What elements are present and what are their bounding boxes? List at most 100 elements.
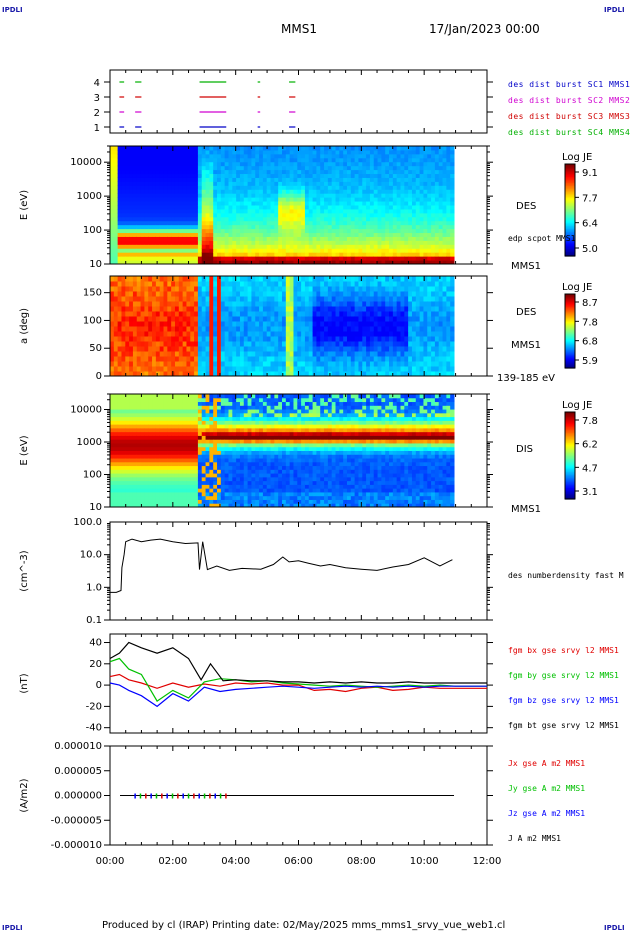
- heatmap-cell: [316, 224, 321, 230]
- heatmap-cell: [251, 157, 256, 163]
- heatmap-cell: [346, 252, 352, 257]
- heatmap-cell: [312, 177, 317, 182]
- heatmap-cell: [366, 331, 371, 337]
- heatmap-cell: [396, 216, 401, 222]
- heatmap-cell: [308, 244, 314, 249]
- heatmap-cell: [251, 208, 256, 214]
- heatmap-cell: [335, 331, 340, 337]
- burst-frame: [109, 69, 488, 134]
- heatmap-cell: [327, 153, 333, 159]
- heatmap-cell: [362, 256, 367, 261]
- heatmap-cell: [259, 205, 264, 210]
- heatmap-cell: [247, 356, 252, 362]
- heatmap-cell: [136, 252, 142, 257]
- heatmap-cell: [217, 181, 222, 186]
- colorbar-cell: [565, 185, 575, 188]
- heatmap-cell: [178, 346, 184, 352]
- heatmap-cell: [113, 480, 119, 485]
- heatmap-cell: [427, 240, 432, 245]
- heatmap-cell: [301, 276, 306, 282]
- heatmap-cell: [228, 205, 233, 210]
- heatmap-cell: [285, 165, 291, 171]
- heatmap-cell: [362, 311, 367, 317]
- heatmap-cell: [335, 193, 340, 198]
- heatmap-cell: [350, 281, 356, 287]
- heatmap-cell: [450, 371, 455, 377]
- heatmap-cell: [197, 291, 203, 297]
- heatmap-cell: [339, 224, 344, 230]
- heatmap-cell: [144, 252, 149, 257]
- heatmap-cell: [205, 208, 210, 214]
- heatmap-cell: [327, 291, 333, 297]
- heatmap-cell: [400, 296, 405, 302]
- heatmap-cell: [186, 311, 191, 317]
- heatmap-cell: [278, 244, 283, 249]
- heatmap-cell: [427, 346, 432, 352]
- heatmap-cell: [335, 326, 340, 332]
- heatmap-cell: [304, 311, 310, 317]
- heatmap-cell: [324, 256, 329, 261]
- heatmap-cell: [381, 248, 386, 253]
- heatmap-cell: [144, 236, 149, 241]
- heatmap-cell: [213, 286, 218, 292]
- heatmap-cell: [346, 361, 352, 367]
- heatmap-cell: [213, 244, 218, 249]
- heatmap-cell: [438, 146, 444, 151]
- heatmap-cell: [385, 336, 390, 342]
- heatmap-cell: [282, 236, 287, 241]
- heatmap-cell: [442, 208, 447, 214]
- heatmap-cell: [285, 149, 291, 155]
- heatmap-cell: [450, 356, 455, 362]
- heatmap-cell: [247, 232, 252, 237]
- heatmap-cell: [450, 177, 455, 182]
- heatmap-cell: [236, 149, 241, 155]
- heatmap-cell: [174, 248, 180, 253]
- heatmap-cell: [129, 248, 134, 253]
- heatmap-cell: [434, 281, 440, 287]
- heatmap-cell: [304, 321, 310, 327]
- heatmap-cell: [381, 366, 386, 372]
- heatmap-cell: [247, 149, 252, 155]
- heatmap-cell: [331, 240, 337, 245]
- colorbar-cell: [565, 213, 575, 216]
- colorbar-cell: [565, 229, 575, 233]
- heatmap-cell: [350, 189, 356, 194]
- heatmap-cell: [297, 173, 302, 178]
- heatmap-cell: [201, 240, 207, 245]
- heatmap-cell: [442, 291, 447, 297]
- heatmap-cell: [144, 197, 149, 202]
- heatmap-cell: [396, 157, 401, 163]
- heatmap-cell: [255, 220, 260, 226]
- heatmap-cell: [190, 181, 195, 186]
- heatmap-cell: [113, 321, 119, 327]
- heatmap-cell: [224, 276, 229, 282]
- heatmap-cell: [220, 346, 226, 352]
- heatmap-cell: [343, 351, 348, 357]
- heatmap-cell: [427, 244, 432, 249]
- heatmap-cell: [224, 316, 229, 322]
- heatmap-cell: [373, 326, 379, 332]
- heatmap-cell: [178, 153, 184, 159]
- heatmap-cell: [186, 351, 191, 357]
- heatmap-cell: [446, 224, 451, 230]
- heatmap-cell: [159, 260, 165, 265]
- heatmap-cell: [327, 208, 333, 214]
- heatmap-cell: [213, 276, 218, 282]
- heatmap-cell: [316, 306, 321, 312]
- heatmap-cell: [354, 169, 359, 175]
- heatmap-cell: [197, 161, 203, 167]
- heatmap-cell: [415, 177, 421, 182]
- heatmap-cell: [431, 291, 436, 297]
- heatmap-cell: [419, 240, 424, 245]
- heatmap-cell: [438, 201, 444, 206]
- colorbar-cell: [565, 333, 575, 336]
- heatmap-cell: [270, 331, 275, 337]
- heatmap-cell: [239, 173, 245, 178]
- heatmap-cell: [373, 361, 379, 367]
- heatmap-cell: [129, 260, 134, 265]
- heatmap-cell: [419, 371, 424, 377]
- heatmap-cell: [278, 301, 283, 307]
- heatmap-cell: [217, 197, 222, 202]
- heatmap-cell: [408, 146, 413, 151]
- heatmap-cell: [335, 240, 340, 245]
